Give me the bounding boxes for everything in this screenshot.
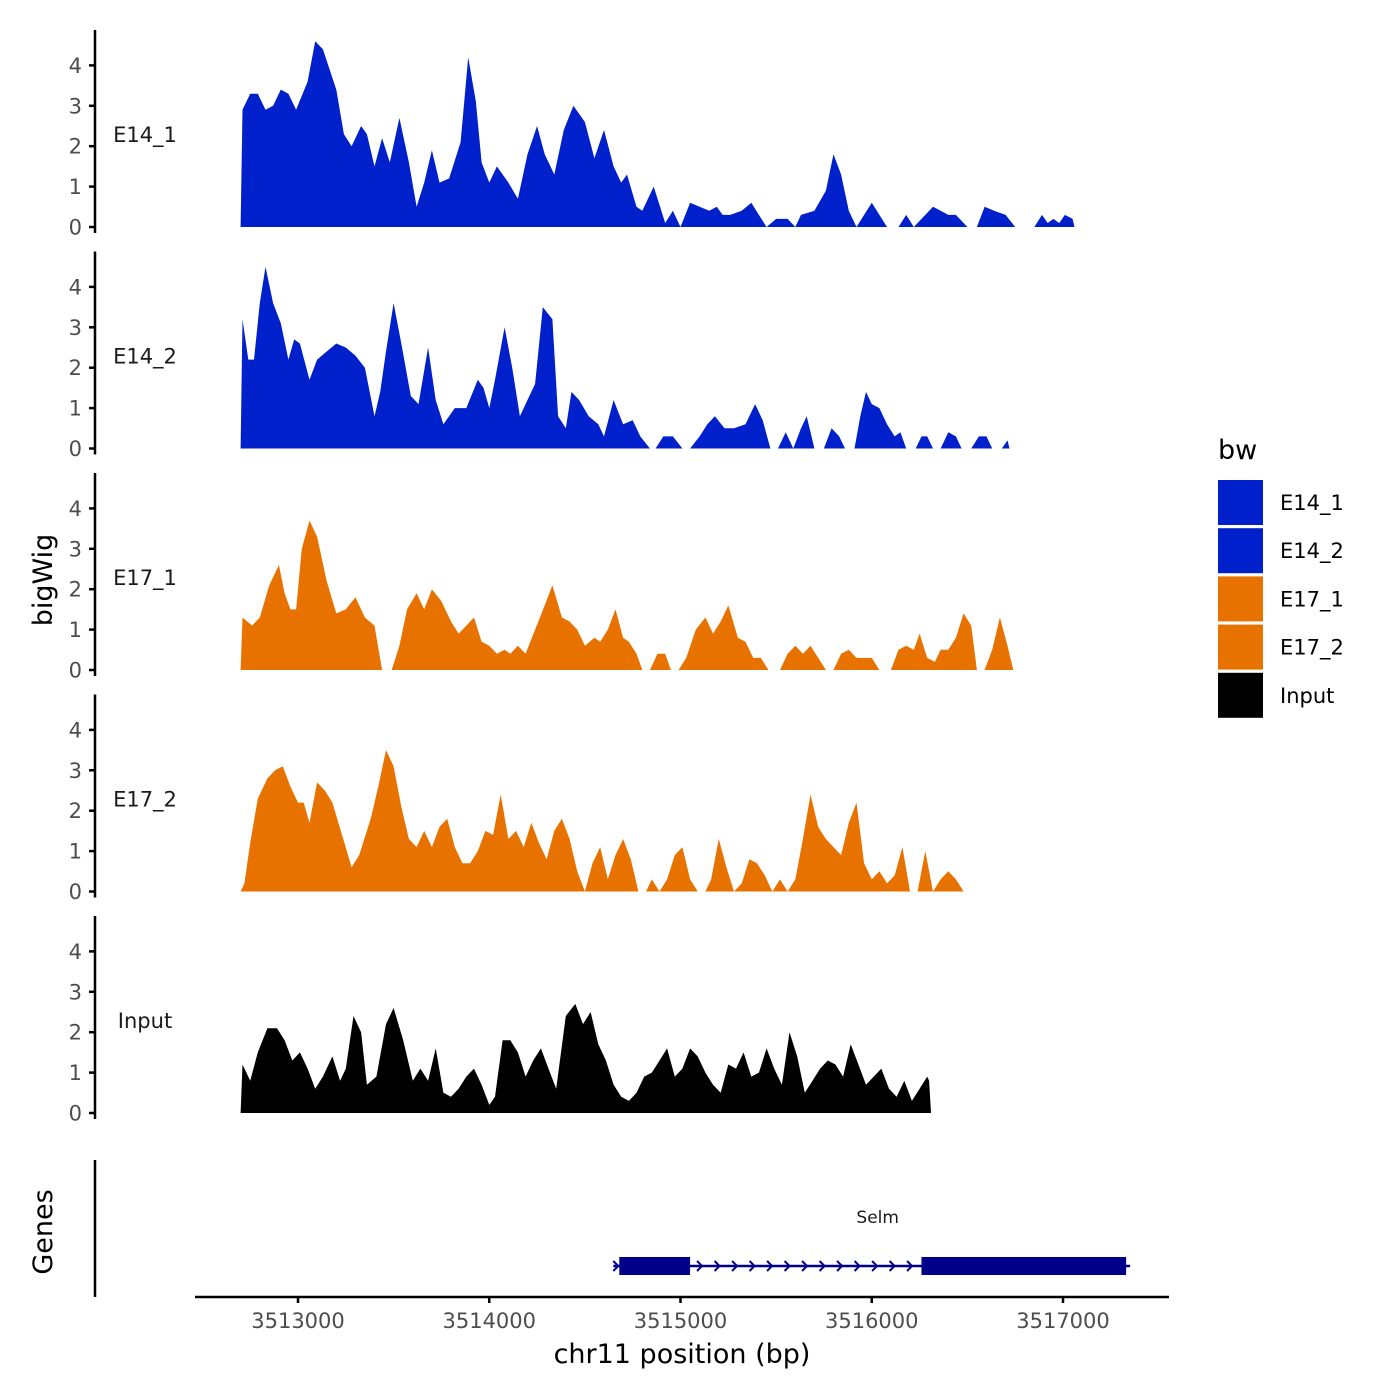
track-label-E17_2: E17_2: [113, 788, 177, 813]
y-tick-label: 3: [69, 94, 82, 118]
track-E14_1: 0 1 2 3 4 E14_1: [69, 30, 1075, 240]
strand-arrow: [783, 1260, 791, 1272]
y-tick-label: 1: [69, 840, 82, 864]
strand-arrow: [801, 1260, 809, 1272]
gene-exon: [921, 1257, 1127, 1275]
genes-axis-title: Genes: [28, 1189, 59, 1274]
track-label-E14_1: E14_1: [113, 123, 177, 148]
strand-arrow: [818, 1260, 826, 1272]
genes-track: Selm: [93, 1160, 1131, 1297]
y-tick-label: 4: [69, 940, 82, 964]
track-label-Input: Input: [118, 1009, 172, 1033]
strand-arrow: [888, 1260, 896, 1272]
legend-label: E14_2: [1280, 539, 1344, 564]
y-tick-label: 0: [69, 437, 82, 461]
y-tick-label: 2: [69, 578, 82, 602]
y-tick-label: 1: [69, 1061, 82, 1085]
legend-swatch: [1218, 672, 1263, 718]
legend-swatch: [1218, 528, 1263, 574]
gene-label: Selm: [856, 1208, 899, 1228]
track-label-E14_2: E14_2: [113, 345, 177, 370]
y-tick-label: 2: [69, 1021, 82, 1045]
strand-arrow: [748, 1260, 756, 1272]
area-Input: [240, 1003, 932, 1113]
x-tick-label: 3513000: [251, 1309, 345, 1333]
gene-Selm: Selm: [612, 1208, 1131, 1275]
x-tick-label: 3516000: [825, 1309, 919, 1333]
y-tick-label: 4: [69, 718, 82, 742]
legend-label: Input: [1280, 684, 1334, 708]
y-tick-label: 2: [69, 356, 82, 380]
y-tick-label: 0: [69, 659, 82, 683]
area-E14_2: [240, 266, 1010, 449]
x-tick-label: 3514000: [442, 1309, 536, 1333]
tracks-layer: 0 1 2 3 4 E14_1 0 1 2 3 4 E14_2 0 1 2 3 4 E17_1 0 1 2 3 4 E17_2…: [69, 30, 1075, 1126]
legend-swatch: [1218, 624, 1263, 670]
x-tick-label: 3515000: [634, 1309, 728, 1333]
x-axis-title: chr11 position (bp): [554, 1339, 811, 1370]
strand-arrow: [766, 1260, 774, 1272]
y-axis-title: bigWig: [28, 534, 59, 627]
track-label-E17_1: E17_1: [113, 566, 177, 591]
strand-arrow: [836, 1260, 844, 1272]
y-tick-label: 1: [69, 618, 82, 642]
y-tick-label: 4: [69, 54, 82, 78]
legend-label: E17_1: [1280, 587, 1344, 612]
strand-arrow: [731, 1260, 739, 1272]
legend-swatch: [1218, 480, 1263, 525]
track-E17_1: 0 1 2 3 4 E17_1: [69, 473, 1014, 683]
x-axis: 3513000 3514000 3515000 3516000 3517000: [195, 1295, 1169, 1333]
y-tick-label: 3: [69, 759, 82, 783]
legend-title: bw: [1218, 435, 1257, 466]
area-E17_1: [240, 520, 1014, 670]
y-tick-label: 3: [69, 537, 82, 561]
y-tick-label: 4: [69, 275, 82, 299]
strand-arrow: [696, 1260, 704, 1272]
y-tick-label: 4: [69, 497, 82, 521]
y-tick-label: 3: [69, 980, 82, 1004]
strand-arrow: [612, 1260, 620, 1272]
y-tick-label: 1: [69, 175, 82, 199]
gene-exon: [619, 1257, 691, 1275]
y-tick-label: 2: [69, 799, 82, 823]
y-tick-label: 0: [69, 880, 82, 904]
x-tick-label: 3517000: [1016, 1309, 1110, 1333]
y-tick-label: 0: [69, 216, 82, 240]
y-tick-label: 2: [69, 135, 82, 159]
legend-swatch: [1218, 576, 1263, 622]
area-E14_1: [240, 41, 1075, 228]
track-E14_2: 0 1 2 3 4 E14_2: [69, 251, 1010, 461]
y-tick-label: 0: [69, 1102, 82, 1126]
y-tick-label: 3: [69, 316, 82, 340]
legend-label: E17_2: [1280, 636, 1344, 661]
strand-arrow: [853, 1260, 861, 1272]
y-tick-label: 1: [69, 397, 82, 421]
track-E17_2: 0 1 2 3 4 E17_2: [69, 694, 964, 904]
strand-arrow: [713, 1260, 721, 1272]
strand-arrow: [871, 1260, 879, 1272]
legend-label: E14_1: [1280, 491, 1344, 516]
legend: bw E14_1 E14_2 E17_1 E17_2 Input: [1218, 435, 1344, 718]
track-Input: 0 1 2 3 4 Input: [69, 916, 932, 1126]
strand-arrow: [906, 1260, 914, 1272]
area-E17_2: [240, 750, 964, 892]
